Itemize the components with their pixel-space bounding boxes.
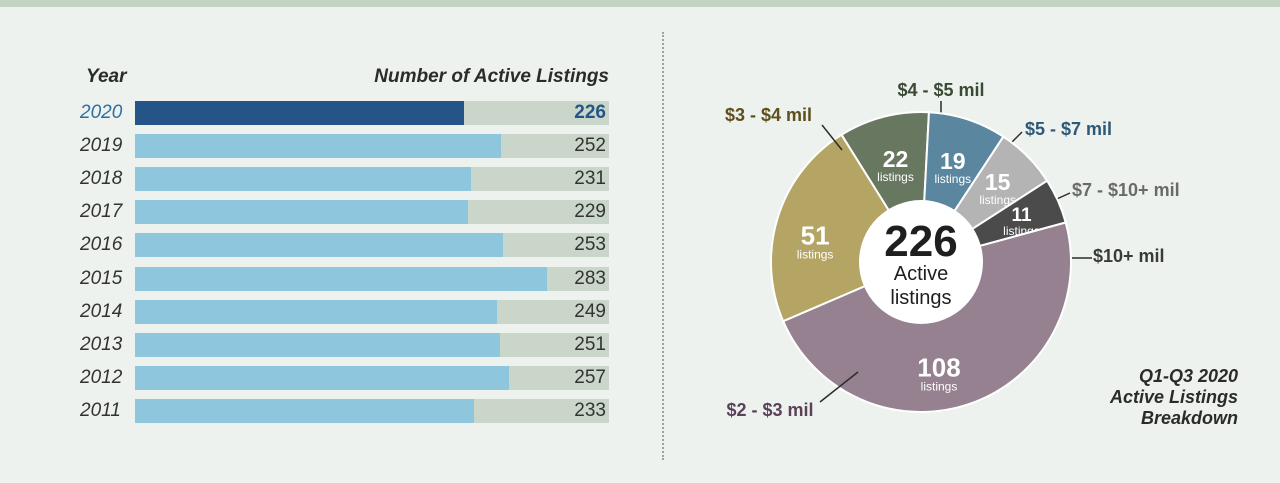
listings-column-header: Number of Active Listings xyxy=(374,66,609,87)
bar xyxy=(135,299,497,324)
bar-track: 249 xyxy=(135,299,609,324)
bar-value-label: 251 xyxy=(574,333,606,355)
bar-track: 257 xyxy=(135,365,609,390)
bar xyxy=(135,398,474,423)
leader-line xyxy=(821,124,843,151)
bar xyxy=(135,365,509,390)
bar-value-label: 226 xyxy=(574,102,606,123)
bar-track: 251 xyxy=(135,332,609,357)
bar-value-label: 253 xyxy=(574,234,606,256)
bar-row: 2018 231 xyxy=(0,167,640,192)
bar-value-label: 229 xyxy=(574,201,606,223)
slice-range-label: $3 - $4 mil xyxy=(725,105,812,125)
slice-unit-label: listings xyxy=(797,248,834,262)
bar-track: 252 xyxy=(135,134,609,159)
bar xyxy=(135,233,503,258)
center-label-line: listings xyxy=(890,287,951,309)
leader-line xyxy=(819,371,859,403)
bar xyxy=(135,266,547,291)
title-line: Q1-Q3 2020 xyxy=(1138,366,1238,386)
slice-range-label: $5 - $7 mil xyxy=(1025,119,1112,139)
slice-count-label: 108 xyxy=(917,353,960,383)
slice-range-label: $4 - $5 mil xyxy=(897,80,984,100)
bar-row: 2014 249 xyxy=(0,299,640,324)
bar-row: 2017 229 xyxy=(0,200,640,225)
bar-year-label: 2019 xyxy=(80,135,123,157)
bar-row: 2012 257 xyxy=(0,365,640,390)
bar-row: 2020 226 xyxy=(0,101,640,125)
year-column-header: Year xyxy=(86,66,127,87)
bar-value-label: 231 xyxy=(574,168,606,190)
bar-track: 253 xyxy=(135,233,609,258)
bar-track: 233 xyxy=(135,398,609,423)
slice-unit-label: listings xyxy=(934,172,971,186)
bar xyxy=(135,167,471,192)
title-line: Breakdown xyxy=(1140,408,1238,428)
bar-row: 2016 253 xyxy=(0,233,640,258)
slice-unit-label: listings xyxy=(921,380,958,394)
bar-value-label: 257 xyxy=(574,366,606,388)
bar-year-label: 2015 xyxy=(80,267,123,289)
bar-track: 229 xyxy=(135,200,609,225)
bar-track: 226 xyxy=(135,101,609,125)
center-label-line: Active xyxy=(894,263,948,285)
bar-value-label: 283 xyxy=(574,267,606,289)
bar-row: 2019 252 xyxy=(0,134,640,159)
bar-value-label: 252 xyxy=(574,135,606,157)
leader-line xyxy=(1011,131,1023,143)
bar xyxy=(135,134,502,159)
bar-value-label: 249 xyxy=(574,300,606,322)
bar-value-label: 233 xyxy=(574,399,606,421)
slice-count-label: 51 xyxy=(801,221,830,251)
slice-count-label: 19 xyxy=(940,148,966,174)
slice-range-label: $2 - $3 mil xyxy=(726,400,813,420)
slice-range-label: $7 - $10+ mil xyxy=(1072,180,1180,200)
bar-year-label: 2017 xyxy=(80,201,123,223)
bar-year-label: 2013 xyxy=(80,333,123,355)
slice-range-label: $10+ mil xyxy=(1093,246,1165,266)
donut-chart-title: Q1-Q3 2020 Active Listings Breakdown xyxy=(1060,366,1238,429)
bar-track: 283 xyxy=(135,266,609,291)
bar-year-label: 2011 xyxy=(80,399,121,421)
bar-track: 231 xyxy=(135,167,609,192)
bar-row: 2011 233 xyxy=(0,398,640,423)
bar xyxy=(135,332,500,357)
bar-year-label: 2016 xyxy=(80,234,123,256)
bar-row: 2015 283 xyxy=(0,266,640,291)
bar-year-label: 2014 xyxy=(80,300,123,322)
bar-year-label: 2020 xyxy=(80,102,123,123)
slice-count-label: 22 xyxy=(883,146,909,172)
slice-count-label: 15 xyxy=(985,169,1011,195)
bar-row: 2013 251 xyxy=(0,332,640,357)
center-total-value: 226 xyxy=(884,217,957,266)
bar xyxy=(135,200,468,225)
panel-divider xyxy=(662,32,664,460)
slice-count-label: 11 xyxy=(1011,205,1032,226)
slice-unit-label: listings xyxy=(979,193,1016,207)
bar-year-label: 2018 xyxy=(80,168,123,190)
bar xyxy=(135,101,464,125)
top-accent-strip xyxy=(0,0,1280,7)
title-line: Active Listings xyxy=(1109,387,1238,407)
bar-year-label: 2012 xyxy=(80,366,123,388)
slice-unit-label: listings xyxy=(877,170,914,184)
donut-center xyxy=(859,200,983,324)
